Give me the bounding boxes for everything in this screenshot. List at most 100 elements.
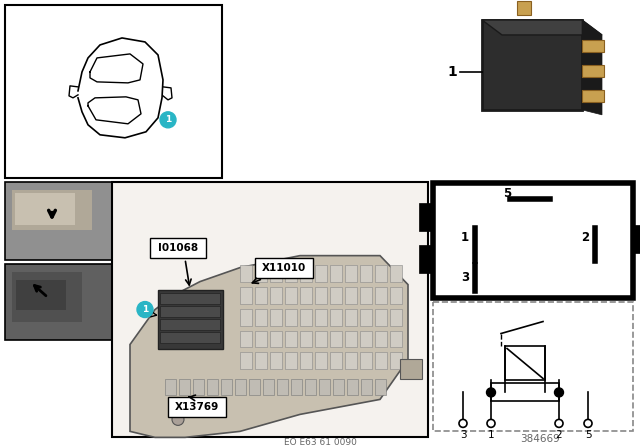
Bar: [240, 287, 252, 304]
Circle shape: [487, 419, 495, 427]
Text: I01068: I01068: [158, 243, 198, 253]
Circle shape: [172, 414, 184, 426]
Bar: [315, 353, 327, 370]
Bar: [240, 265, 252, 282]
Text: 1: 1: [447, 65, 457, 79]
Bar: [300, 265, 312, 282]
Text: X11010: X11010: [262, 263, 306, 273]
Bar: [285, 287, 297, 304]
Bar: [255, 265, 267, 282]
Bar: [390, 287, 402, 304]
Bar: [433, 302, 633, 431]
Bar: [390, 331, 402, 348]
Bar: [193, 379, 204, 396]
Circle shape: [137, 302, 153, 318]
Bar: [270, 287, 282, 304]
Bar: [390, 309, 402, 326]
Circle shape: [160, 112, 176, 128]
Bar: [255, 258, 313, 278]
Polygon shape: [582, 20, 602, 115]
Bar: [179, 379, 190, 396]
Bar: [582, 65, 604, 77]
Bar: [240, 309, 252, 326]
Bar: [390, 353, 402, 370]
Bar: [347, 379, 358, 396]
Bar: [12, 271, 82, 322]
Bar: [168, 397, 226, 418]
Bar: [631, 225, 640, 253]
Bar: [300, 309, 312, 326]
Bar: [333, 379, 344, 396]
Bar: [360, 265, 372, 282]
Bar: [491, 383, 559, 401]
Bar: [315, 265, 327, 282]
Bar: [375, 353, 387, 370]
Bar: [300, 353, 312, 370]
Bar: [345, 265, 357, 282]
Bar: [361, 379, 372, 396]
Bar: [345, 309, 357, 326]
Text: X13769: X13769: [175, 402, 219, 413]
Bar: [582, 90, 604, 102]
Bar: [12, 190, 92, 230]
Bar: [285, 331, 297, 348]
Polygon shape: [130, 256, 408, 437]
Bar: [270, 353, 282, 370]
Bar: [330, 331, 342, 348]
Bar: [582, 40, 604, 52]
Bar: [165, 379, 176, 396]
Bar: [15, 193, 75, 225]
Bar: [330, 309, 342, 326]
Text: 1: 1: [461, 231, 469, 244]
Circle shape: [459, 419, 467, 427]
Text: 1: 1: [488, 431, 494, 440]
Bar: [150, 237, 206, 258]
Bar: [160, 319, 220, 330]
Bar: [319, 379, 330, 396]
Bar: [400, 359, 422, 379]
Bar: [375, 309, 387, 326]
Circle shape: [554, 388, 563, 397]
Bar: [482, 20, 582, 110]
Bar: [5, 5, 222, 178]
Text: 384669: 384669: [520, 435, 560, 444]
Bar: [249, 379, 260, 396]
Bar: [285, 309, 297, 326]
Bar: [330, 287, 342, 304]
Bar: [315, 331, 327, 348]
Text: 1: 1: [142, 305, 148, 314]
Bar: [235, 379, 246, 396]
Bar: [360, 287, 372, 304]
Bar: [345, 331, 357, 348]
Bar: [390, 265, 402, 282]
Bar: [112, 182, 428, 437]
Bar: [300, 331, 312, 348]
Bar: [360, 353, 372, 370]
Bar: [517, 1, 531, 15]
Bar: [345, 287, 357, 304]
Text: 2: 2: [581, 231, 589, 244]
Bar: [240, 331, 252, 348]
Bar: [255, 287, 267, 304]
Bar: [158, 289, 223, 349]
Text: 1: 1: [165, 115, 171, 125]
Text: 5: 5: [585, 431, 591, 440]
Bar: [207, 379, 218, 396]
Bar: [255, 331, 267, 348]
Bar: [375, 287, 387, 304]
Bar: [255, 353, 267, 370]
Bar: [419, 202, 435, 231]
Bar: [221, 379, 232, 396]
Bar: [360, 331, 372, 348]
Text: 5: 5: [503, 187, 511, 200]
Bar: [315, 287, 327, 304]
Bar: [240, 353, 252, 370]
Bar: [305, 379, 316, 396]
Bar: [505, 346, 545, 380]
Polygon shape: [482, 20, 602, 35]
Bar: [285, 265, 297, 282]
Text: EO E63 61 0090: EO E63 61 0090: [284, 438, 356, 447]
Bar: [160, 293, 220, 304]
Bar: [16, 280, 66, 310]
Text: 2: 2: [556, 431, 563, 440]
